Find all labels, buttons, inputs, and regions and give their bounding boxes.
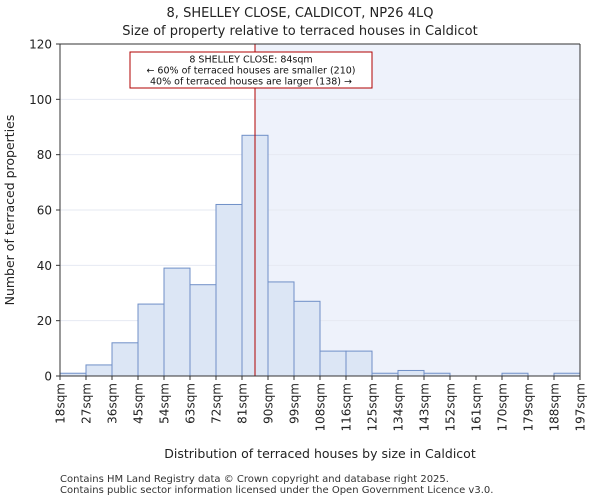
x-tick-label: 197sqm <box>574 383 588 431</box>
y-tick-label: 100 <box>29 93 52 107</box>
y-tick-label: 20 <box>37 314 52 328</box>
x-tick-label: 18sqm <box>54 383 68 424</box>
histogram-chart: 8 SHELLEY CLOSE: 84sqm← 60% of terraced … <box>2 38 588 462</box>
y-tick-label: 60 <box>37 204 52 218</box>
histogram-bar <box>137 303 165 377</box>
chart-subtitle: Size of property relative to terraced ho… <box>122 24 478 39</box>
x-tick-label: 179sqm <box>522 383 536 431</box>
x-tick-label: 27sqm <box>80 383 94 424</box>
y-tick-label: 120 <box>29 38 52 52</box>
histogram-bar <box>215 203 243 377</box>
annotation-box <box>129 51 373 89</box>
x-tick-label: 143sqm <box>418 383 432 431</box>
histogram-bar <box>345 350 373 377</box>
x-tick-label: 108sqm <box>314 383 328 431</box>
histogram-bar <box>319 350 347 377</box>
histogram-bar <box>293 300 321 377</box>
x-tick-label: 99sqm <box>288 383 302 424</box>
x-tick-label: 90sqm <box>262 383 276 424</box>
annotation-line: 8 SHELLEY CLOSE: 84sqm <box>189 55 312 66</box>
x-tick-label: 81sqm <box>236 383 250 424</box>
y-axis-title: Number of terraced properties <box>2 115 17 306</box>
annotation-line: ← 60% of terraced houses are smaller (21… <box>146 66 355 77</box>
x-tick-label: 170sqm <box>496 383 510 431</box>
y-tick-label: 0 <box>44 370 52 384</box>
histogram-bar <box>111 342 139 377</box>
footer-copyright: Contains HM Land Registry data © Crown c… <box>60 474 449 485</box>
footer-licence: Contains public sector information licen… <box>60 485 494 496</box>
histogram-bar <box>85 364 113 377</box>
x-tick-label: 72sqm <box>210 383 224 424</box>
chart-title: 8, SHELLEY CLOSE, CALDICOT, NP26 4LQ <box>166 6 434 21</box>
y-tick-label: 80 <box>37 148 52 162</box>
x-tick-label: 45sqm <box>132 383 146 424</box>
x-tick-label: 134sqm <box>392 383 406 431</box>
y-tick-label: 40 <box>37 259 52 273</box>
x-tick-label: 36sqm <box>106 383 120 424</box>
x-tick-label: 152sqm <box>444 383 458 431</box>
histogram-bar <box>163 267 191 377</box>
x-tick-label: 54sqm <box>158 383 172 424</box>
x-tick-label: 188sqm <box>548 383 562 431</box>
x-tick-label: 116sqm <box>340 383 354 431</box>
histogram-bar <box>189 284 217 377</box>
annotation-line: 40% of terraced houses are larger (138) … <box>150 77 352 88</box>
x-tick-label: 125sqm <box>366 383 380 431</box>
x-axis-title: Distribution of terraced houses by size … <box>164 446 476 461</box>
histogram-bar <box>397 369 425 377</box>
x-tick-label: 161sqm <box>470 383 484 431</box>
x-tick-label: 63sqm <box>184 383 198 424</box>
histogram-bar <box>267 281 295 377</box>
